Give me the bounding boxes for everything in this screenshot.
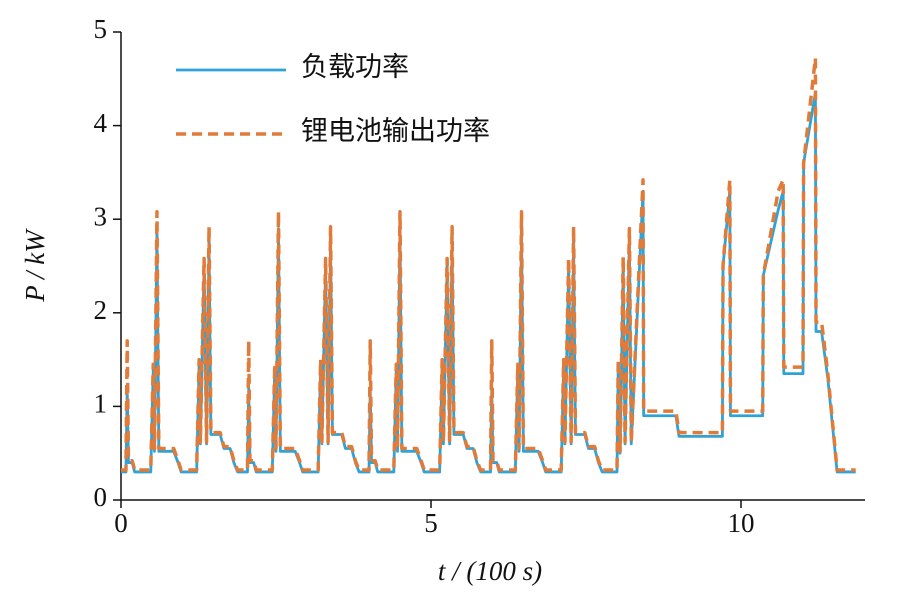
y-tick-label: 3 — [94, 201, 108, 231]
y-tick-label: 5 — [94, 14, 108, 44]
y-tick-label: 4 — [94, 108, 108, 138]
y-tick-label: 1 — [94, 389, 108, 419]
x-axis-label: t / (100 s) — [438, 556, 542, 586]
x-tick-label: 10 — [728, 508, 755, 538]
y-axis-label: P / kW — [20, 228, 50, 303]
data-line — [121, 56, 856, 472]
legend-label: 锂电池输出功率 — [301, 116, 490, 146]
data-line — [121, 91, 856, 474]
x-tick-label: 0 — [114, 508, 128, 538]
legend-label: 负载功率 — [301, 52, 409, 82]
y-tick-label: 2 — [94, 295, 108, 325]
x-tick-label: 5 — [424, 508, 438, 538]
y-tick-label: 0 — [94, 482, 108, 512]
